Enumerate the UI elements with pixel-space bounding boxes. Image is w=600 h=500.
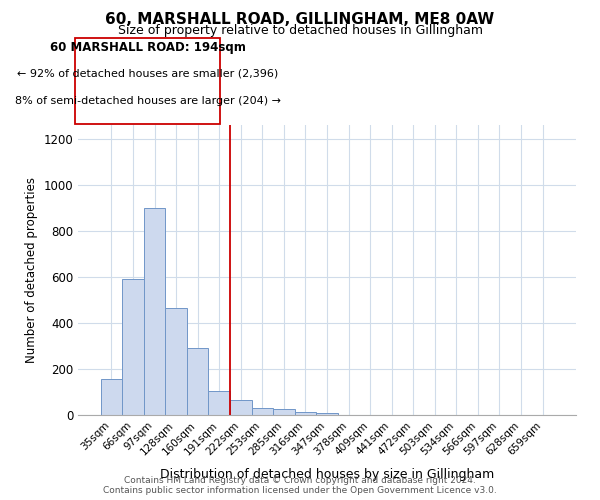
Text: 60 MARSHALL ROAD: 194sqm: 60 MARSHALL ROAD: 194sqm — [50, 42, 245, 54]
Bar — [251, 408, 273, 415]
Text: 60, MARSHALL ROAD, GILLINGHAM, ME8 0AW: 60, MARSHALL ROAD, GILLINGHAM, ME8 0AW — [106, 12, 494, 28]
Bar — [187, 348, 208, 415]
Text: ← 92% of detached houses are smaller (2,396): ← 92% of detached houses are smaller (2,… — [17, 68, 278, 78]
Bar — [295, 412, 316, 415]
Bar — [144, 208, 166, 415]
Bar — [122, 279, 144, 415]
X-axis label: Distribution of detached houses by size in Gillingham: Distribution of detached houses by size … — [160, 468, 494, 481]
Bar — [316, 412, 338, 415]
Text: Contains HM Land Registry data © Crown copyright and database right 2024.
Contai: Contains HM Land Registry data © Crown c… — [103, 476, 497, 495]
Y-axis label: Number of detached properties: Number of detached properties — [25, 177, 38, 363]
Text: Size of property relative to detached houses in Gillingham: Size of property relative to detached ho… — [118, 24, 482, 37]
Bar — [101, 380, 122, 415]
Text: 8% of semi-detached houses are larger (204) →: 8% of semi-detached houses are larger (2… — [14, 96, 281, 106]
Bar — [166, 308, 187, 415]
Bar — [208, 391, 230, 415]
Bar — [230, 400, 251, 415]
Bar — [273, 409, 295, 415]
